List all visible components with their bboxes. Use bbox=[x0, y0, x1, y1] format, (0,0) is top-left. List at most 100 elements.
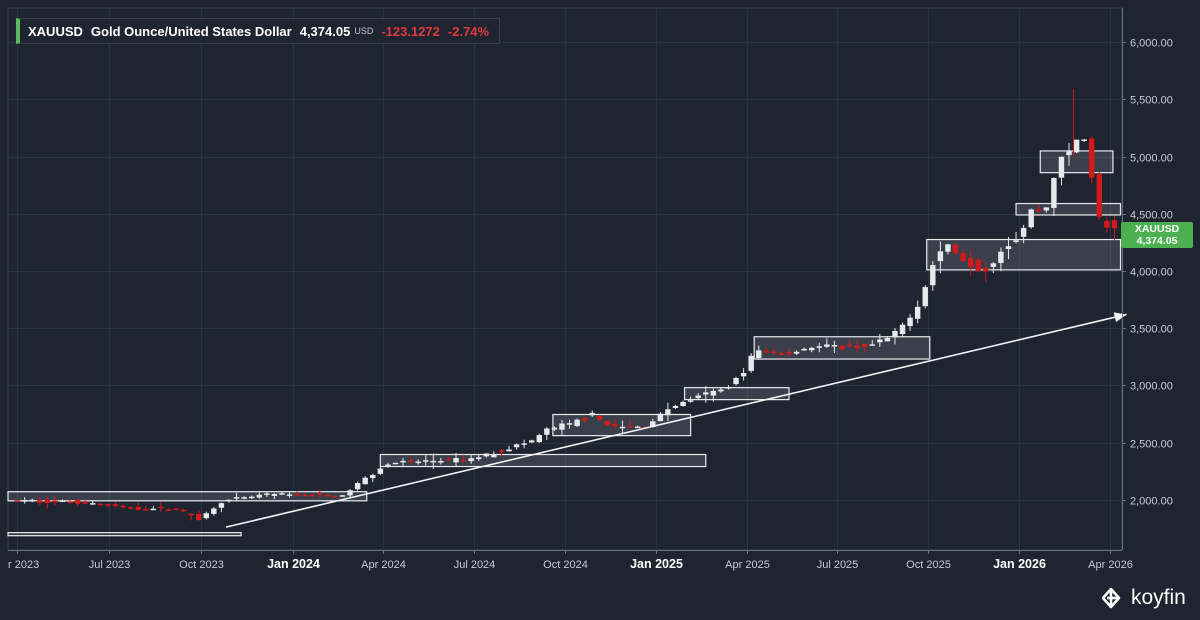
candle-up bbox=[536, 435, 542, 443]
candle-up bbox=[566, 423, 573, 425]
candle-down bbox=[317, 493, 323, 495]
candle-up bbox=[672, 405, 679, 409]
candle-up bbox=[1005, 246, 1012, 250]
candle-down bbox=[967, 257, 974, 268]
x-tick-label: Jan 2026 bbox=[993, 557, 1046, 571]
candle-down bbox=[301, 494, 308, 497]
candle-up bbox=[725, 387, 732, 389]
candle-up bbox=[385, 464, 391, 467]
x-tick-label: Jan 2025 bbox=[630, 557, 683, 571]
candle-down bbox=[627, 426, 633, 428]
zone-box bbox=[1015, 202, 1122, 216]
candle-down bbox=[786, 351, 792, 354]
zone-box bbox=[7, 532, 242, 537]
candle-up bbox=[650, 421, 656, 427]
candle-up bbox=[922, 287, 928, 307]
candle-up bbox=[808, 347, 815, 351]
candle-up bbox=[657, 413, 664, 422]
trendline bbox=[225, 312, 1127, 528]
koyfin-logo-icon bbox=[1101, 587, 1121, 609]
candle-down bbox=[74, 499, 81, 504]
candle-up bbox=[801, 348, 807, 351]
candle-down bbox=[127, 507, 134, 509]
candle-up bbox=[29, 499, 35, 502]
candle-down bbox=[165, 509, 172, 512]
candle-up bbox=[756, 350, 762, 358]
candle-up bbox=[513, 444, 520, 448]
candlesticks bbox=[14, 89, 1118, 521]
candle-up bbox=[1058, 156, 1065, 178]
candle-up bbox=[718, 389, 724, 392]
trendline-arrowhead bbox=[1113, 312, 1127, 323]
candle-up bbox=[892, 330, 898, 338]
candle-up bbox=[233, 497, 240, 499]
candle-up bbox=[574, 419, 580, 427]
candle-up bbox=[710, 390, 717, 396]
candle-up bbox=[998, 251, 1004, 263]
candle-up bbox=[907, 317, 913, 327]
candle-down bbox=[1096, 174, 1103, 217]
candle-down bbox=[105, 504, 111, 506]
candle-up bbox=[740, 373, 747, 377]
candle-down bbox=[854, 345, 860, 349]
legend-currency: USD bbox=[354, 26, 374, 36]
zone-box bbox=[379, 453, 707, 468]
candle-up bbox=[506, 449, 512, 452]
candle-up bbox=[468, 458, 474, 462]
candle-up bbox=[264, 493, 270, 495]
x-tick-label: Apr 2025 bbox=[725, 559, 770, 571]
candle-down bbox=[120, 505, 126, 508]
candle-down bbox=[44, 499, 51, 503]
candle-down bbox=[1111, 220, 1118, 229]
y-tick-label: 2,500.00 bbox=[1130, 439, 1173, 451]
candle-up bbox=[1073, 139, 1080, 153]
candle-up bbox=[271, 493, 278, 496]
candle-up bbox=[453, 458, 459, 463]
candle-up bbox=[945, 244, 951, 252]
candle-up bbox=[687, 400, 694, 402]
last-price-tag: XAUUSD 4,374.05 bbox=[1121, 222, 1193, 248]
candle-up bbox=[400, 460, 406, 463]
x-tick-label: Oct 2025 bbox=[906, 559, 951, 571]
candle-down bbox=[960, 253, 966, 261]
candle-up bbox=[370, 475, 376, 479]
candle-up bbox=[899, 324, 906, 335]
candle-down bbox=[97, 503, 104, 506]
candle-up bbox=[703, 392, 709, 395]
candle-down bbox=[771, 351, 777, 354]
candle-up bbox=[423, 460, 429, 462]
candle-up bbox=[430, 460, 437, 463]
candle-up bbox=[793, 351, 800, 354]
candle-up bbox=[937, 251, 944, 262]
y-tick-label: 5,000.00 bbox=[1130, 153, 1173, 165]
y-tick-label: 3,500.00 bbox=[1130, 324, 1173, 336]
symbol-legend[interactable]: XAUUSD Gold Ounce/United States Dollar 4… bbox=[16, 18, 501, 44]
candle-up bbox=[347, 490, 353, 496]
candle-up bbox=[150, 508, 157, 511]
candle-up bbox=[884, 337, 891, 342]
candle-up bbox=[438, 461, 444, 463]
candle-up bbox=[914, 306, 921, 319]
candle-down bbox=[407, 460, 414, 463]
candle-down bbox=[82, 502, 88, 504]
candle-up bbox=[521, 443, 527, 445]
legend-price: 4,374.05 bbox=[299, 23, 351, 39]
gridlines bbox=[7, 7, 1123, 551]
zone-box bbox=[552, 413, 692, 437]
candle-down bbox=[112, 504, 119, 506]
candle-down bbox=[324, 494, 331, 497]
x-tick-label: Apr 2026 bbox=[1088, 559, 1133, 571]
legend-symbol: XAUUSD bbox=[28, 23, 83, 39]
brand-name: koyfin bbox=[1131, 586, 1186, 609]
candle-up bbox=[203, 513, 210, 519]
candle-up bbox=[634, 426, 641, 429]
candle-up bbox=[695, 395, 701, 399]
candle-up bbox=[990, 263, 997, 267]
candle-up bbox=[1081, 139, 1087, 141]
trendline-line bbox=[225, 313, 1127, 528]
y-tick-label: 4,000.00 bbox=[1130, 267, 1173, 279]
candle-down bbox=[180, 509, 187, 512]
candle-up bbox=[1043, 207, 1050, 211]
candle-up bbox=[824, 344, 830, 347]
